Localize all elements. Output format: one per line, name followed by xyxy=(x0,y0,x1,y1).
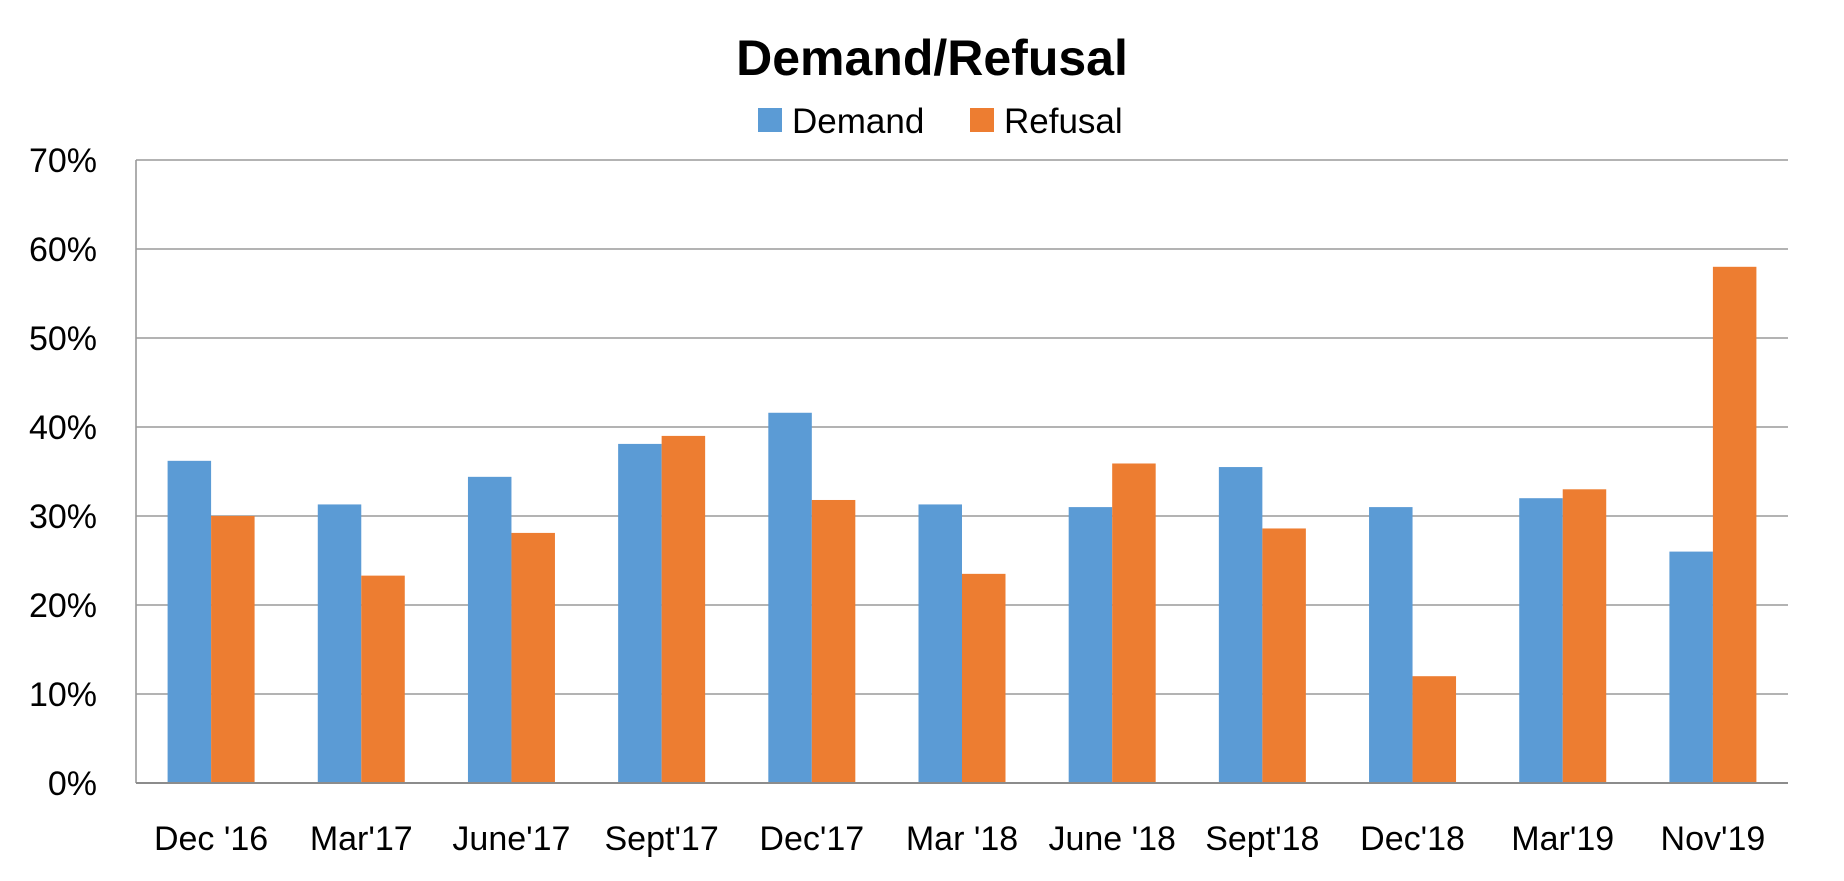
x-tick-label: Sept'18 xyxy=(1205,820,1319,858)
bars xyxy=(167,266,1757,783)
x-tick-label: June'17 xyxy=(452,820,570,858)
bar-refusal-0 xyxy=(211,516,255,783)
bar-demand-2 xyxy=(467,476,512,783)
bar-refusal-3 xyxy=(661,435,706,783)
bar-demand-4 xyxy=(768,412,812,783)
y-tick-label: 40% xyxy=(29,409,97,447)
bar-refusal-10 xyxy=(1712,266,1757,783)
bar-refusal-8 xyxy=(1412,676,1457,783)
bar-refusal-9 xyxy=(1562,489,1607,783)
x-tick-label: Mar'19 xyxy=(1511,820,1614,858)
x-tick-label: June '18 xyxy=(1048,820,1175,858)
y-tick-label: 0% xyxy=(48,765,97,803)
chart-title: Demand/Refusal xyxy=(736,30,1128,86)
bar-refusal-7 xyxy=(1262,528,1306,783)
y-tick-label: 60% xyxy=(29,231,97,269)
x-tick-label: Dec'18 xyxy=(1360,820,1465,858)
x-tick-label: Mar '18 xyxy=(906,820,1018,858)
y-tick-label: 50% xyxy=(29,320,97,358)
x-tick-label: Sept'17 xyxy=(605,820,719,858)
bar-demand-9 xyxy=(1519,498,1563,783)
legend-swatch-refusal xyxy=(970,108,994,132)
bar-demand-10 xyxy=(1669,551,1713,783)
x-tick-label: Mar'17 xyxy=(310,820,413,858)
bar-refusal-2 xyxy=(511,532,555,783)
bar-demand-1 xyxy=(317,504,362,783)
y-tick-label: 10% xyxy=(29,676,97,714)
bar-demand-0 xyxy=(167,460,212,783)
bar-demand-3 xyxy=(618,443,662,783)
bar-refusal-4 xyxy=(811,499,856,783)
x-axis-ticks: Dec '16 Mar'17 June'17 Sept'17 Dec'17 Mar '18… xyxy=(154,820,1765,858)
y-tick-label: 30% xyxy=(29,498,97,536)
bar-refusal-1 xyxy=(361,575,405,783)
legend-swatch-demand xyxy=(758,108,782,132)
y-tick-label: 20% xyxy=(29,587,97,625)
y-tick-label: 70% xyxy=(29,142,97,180)
bar-demand-6 xyxy=(1068,507,1113,783)
legend-label-refusal: Refusal xyxy=(1004,102,1123,141)
x-tick-label: Nov'19 xyxy=(1661,820,1766,858)
bar-refusal-5 xyxy=(962,573,1006,783)
bar-demand-5 xyxy=(918,504,962,783)
bar-refusal-6 xyxy=(1112,463,1156,783)
x-tick-label: Dec '16 xyxy=(154,820,268,858)
x-tick-label: Dec'17 xyxy=(759,820,864,858)
legend: Demand Refusal xyxy=(758,102,1123,141)
bar-demand-7 xyxy=(1218,467,1263,783)
y-axis-ticks: 0% 10% 20% 30% 40% 50% 60% 70% xyxy=(29,142,97,803)
bar-demand-8 xyxy=(1369,507,1413,783)
legend-label-demand: Demand xyxy=(792,102,924,141)
